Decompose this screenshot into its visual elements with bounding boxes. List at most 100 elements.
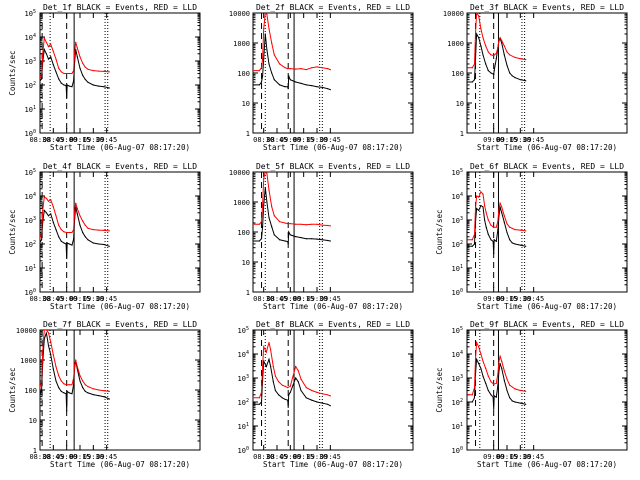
- data-point-lld: [74, 364, 76, 366]
- data-point-events: [514, 401, 516, 403]
- data-point-events: [473, 79, 476, 81]
- y-tick-base: 10: [238, 399, 246, 407]
- x-tick-label: 09:00: [483, 136, 504, 144]
- data-point-events: [311, 238, 313, 240]
- data-point-events: [268, 217, 270, 219]
- data-point-lld: [474, 33, 477, 35]
- data-point-events: [82, 231, 84, 234]
- data-point-events: [84, 390, 86, 392]
- data-point-lld: [287, 387, 289, 389]
- y-axis-label: Counts/sec: [8, 50, 17, 95]
- y-tick-exponent: 3: [246, 374, 249, 380]
- data-point-lld: [262, 58, 264, 60]
- x-axis-label: Start Time (06-Aug-07 08:17:20): [477, 460, 617, 469]
- data-point-lld: [262, 365, 264, 368]
- data-point-events: [50, 354, 52, 356]
- data-point-lld: [321, 224, 323, 226]
- data-point-events: [297, 381, 299, 383]
- y-tick-label: 101: [25, 105, 36, 114]
- data-point-lld: [87, 227, 89, 229]
- data-point-lld: [311, 67, 313, 69]
- y-tick-label: 102: [25, 240, 36, 249]
- y-tick-base: 10: [25, 82, 33, 90]
- data-point-lld: [480, 191, 482, 193]
- x-tick-label: 09:45: [523, 136, 544, 144]
- data-point-events: [258, 403, 260, 405]
- data-point-events: [316, 238, 318, 240]
- data-point-lld: [40, 77, 41, 79]
- data-point-events: [264, 33, 266, 35]
- data-point-lld: [284, 385, 286, 387]
- data-point-lld: [525, 230, 527, 232]
- data-point-events: [258, 84, 260, 86]
- data-point-lld: [305, 387, 307, 389]
- data-point-lld: [60, 229, 62, 231]
- y-tick-exponent: 0: [246, 446, 249, 452]
- y-tick-base: 10: [452, 193, 460, 201]
- x-tick-label: 08:30: [253, 295, 274, 303]
- data-point-events: [273, 79, 275, 81]
- data-point-lld: [476, 13, 478, 14]
- data-point-lld: [63, 383, 65, 385]
- data-point-events: [327, 239, 329, 242]
- data-point-events: [108, 87, 110, 89]
- y-tick-exponent: 5: [33, 9, 36, 15]
- data-point-lld: [289, 385, 291, 387]
- chart-panel-8: Det_8f BLACK = Events, RED = LLD10010110…: [238, 320, 414, 469]
- data-point-events: [329, 89, 331, 91]
- data-point-events: [327, 88, 329, 90]
- data-point-events: [263, 58, 265, 60]
- y-tick-label: 103: [25, 216, 36, 225]
- data-point-events: [273, 234, 275, 236]
- data-point-events: [43, 48, 45, 51]
- x-tick-label: 08:30: [253, 136, 274, 144]
- data-point-lld: [519, 229, 521, 231]
- y-tick-label: 1: [460, 130, 464, 138]
- data-point-lld: [98, 229, 100, 231]
- data-point-events: [262, 75, 264, 77]
- data-point-lld: [68, 72, 70, 75]
- y-tick-label: 102: [25, 81, 36, 90]
- data-point-events: [509, 72, 511, 74]
- data-point-lld: [287, 68, 289, 70]
- data-point-events: [79, 67, 81, 69]
- data-point-events: [66, 257, 68, 259]
- data-point-events: [493, 73, 495, 75]
- x-tick-label: 08:45: [266, 136, 287, 144]
- plot-frame: [466, 329, 628, 451]
- y-tick-base: 10: [25, 193, 33, 201]
- data-point-lld: [506, 378, 508, 380]
- data-point-events: [108, 245, 110, 247]
- data-point-lld: [268, 189, 270, 191]
- data-point-lld: [37, 237, 38, 238]
- data-point-lld: [473, 387, 476, 389]
- data-point-lld: [300, 378, 302, 380]
- data-point-events: [272, 381, 274, 383]
- y-tick-exponent: 5: [33, 168, 36, 174]
- x-tick-label: 09:15: [69, 136, 90, 144]
- data-point-lld: [103, 70, 105, 72]
- y-tick-label: 101: [238, 422, 249, 431]
- data-point-lld: [497, 47, 499, 49]
- data-point-events: [71, 393, 73, 395]
- data-point-events: [295, 377, 297, 379]
- data-point-events: [260, 81, 263, 83]
- data-point-lld: [43, 330, 45, 331]
- data-point-events: [76, 56, 78, 58]
- data-point-events: [467, 245, 469, 247]
- data-point-lld: [103, 229, 105, 231]
- y-tick-label: 10: [29, 417, 37, 425]
- data-point-lld: [41, 72, 43, 75]
- y-tick-exponent: 5: [460, 326, 463, 332]
- data-point-events: [271, 226, 273, 228]
- x-tick-label: 09:00: [56, 136, 77, 144]
- data-point-events: [73, 384, 75, 386]
- x-tick-label: 09:15: [69, 295, 90, 303]
- data-point-events: [268, 63, 270, 65]
- series-line-events: [40, 47, 110, 98]
- y-tick-label: 103: [25, 57, 36, 66]
- data-point-events: [279, 239, 281, 241]
- y-tick-label: 100: [238, 446, 249, 455]
- data-point-events: [487, 70, 489, 72]
- chart-panel-5: Det_5f BLACK = Events, RED = LLD 1 10 100 10…: [229, 162, 414, 311]
